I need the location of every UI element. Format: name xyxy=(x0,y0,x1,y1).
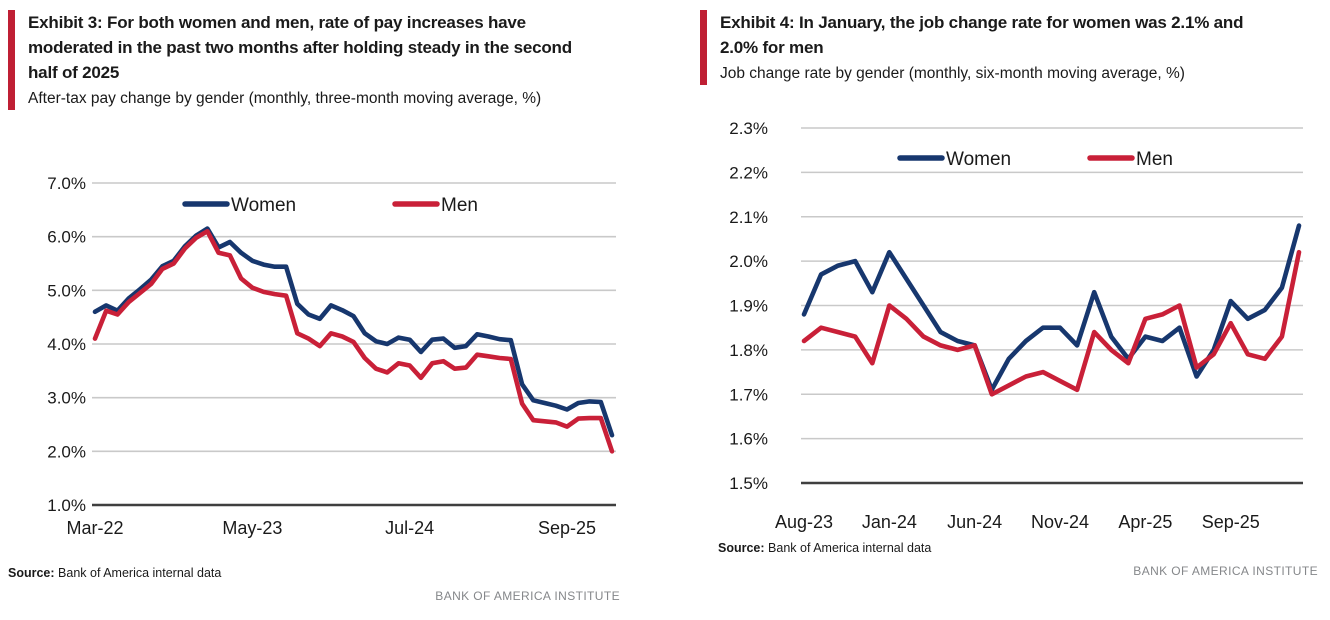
series-line-women xyxy=(92,226,615,438)
x-tick-labels: Mar-22 May-23 Jul-24 Sep-25 xyxy=(66,518,596,538)
y-tick-label: 3.0% xyxy=(47,389,86,408)
y-tick-label: 5.0% xyxy=(47,281,86,300)
y-tick-label: 2.3% xyxy=(729,119,768,138)
exhibit-3-title: Exhibit 3: For both women and men, rate … xyxy=(28,13,572,82)
legend-label-men: Men xyxy=(1136,149,1173,170)
brand-footer: BANK OF AMERICA INSTITUTE xyxy=(1133,564,1318,578)
source-label: Source: xyxy=(8,566,55,580)
y-tick-label: 1.0% xyxy=(47,496,86,515)
y-tick-label: 2.0% xyxy=(729,252,768,271)
x-tick-label: Sep-25 xyxy=(1202,512,1260,532)
x-tick-label: Jun-24 xyxy=(947,512,1002,532)
legend: Women Men xyxy=(897,149,1173,170)
brand-footer: BANK OF AMERICA INSTITUTE xyxy=(435,589,620,603)
x-tick-label: Sep-25 xyxy=(538,518,596,538)
series-line-men xyxy=(801,249,1302,397)
y-tick-label: 1.5% xyxy=(729,474,768,493)
source-note: Source: Bank of America internal data xyxy=(8,566,221,580)
x-tick-label: Jan-24 xyxy=(862,512,917,532)
source-text: Bank of America internal data xyxy=(768,541,932,555)
y-tick-label: 1.8% xyxy=(729,341,768,360)
x-tick-label: Jul-24 xyxy=(385,518,434,538)
y-tick-label: 2.1% xyxy=(729,208,768,227)
source-note: Source: Bank of America internal data xyxy=(718,541,931,555)
legend-label-women: Women xyxy=(946,149,1011,170)
y-tick-label: 7.0% xyxy=(47,174,86,193)
x-tick-label: Nov-24 xyxy=(1031,512,1089,532)
exhibit-4-header: Exhibit 4: In January, the job change ra… xyxy=(700,10,1265,85)
exhibit-3-subtitle: After-tax pay change by gender (monthly,… xyxy=(28,90,542,107)
y-tick-labels: 7.0% 6.0% 5.0% 4.0% 3.0% 2.0% 1.0% xyxy=(47,174,86,515)
job-change-rate-chart: 2.3% 2.2% 2.1% 2.0% 1.9% 1.8% 1.7% 1.6% 1.5% Aug-… xyxy=(729,119,1303,532)
y-tick-labels: 2.3% 2.2% 2.1% 2.0% 1.9% 1.8% 1.7% 1.6% 1.5% xyxy=(729,119,768,493)
source-text: Bank of America internal data xyxy=(58,566,222,580)
y-tick-label: 1.6% xyxy=(729,430,768,449)
exhibit-4-subtitle: Job change rate by gender (monthly, six-… xyxy=(720,65,1185,82)
exhibit-4-title: Exhibit 4: In January, the job change ra… xyxy=(720,13,1244,57)
exhibit-3-panel: Exhibit 3: For both women and men, rate … xyxy=(0,0,660,620)
y-tick-label: 2.2% xyxy=(729,163,768,182)
x-tick-label: May-23 xyxy=(222,518,282,538)
y-tick-label: 1.9% xyxy=(729,297,768,316)
after-tax-pay-change-chart: 7.0% 6.0% 5.0% 4.0% 3.0% 2.0% 1.0% Mar-22 May-23… xyxy=(47,174,616,538)
legend-label-women: Women xyxy=(231,195,296,216)
x-tick-labels: Aug-23 Jan-24 Jun-24 Nov-24 Apr-25 Sep-25 xyxy=(775,512,1260,532)
exhibit-3-header: Exhibit 3: For both women and men, rate … xyxy=(8,10,573,110)
y-gridlines xyxy=(92,182,616,507)
y-tick-label: 4.0% xyxy=(47,335,86,354)
x-tick-label: Aug-23 xyxy=(775,512,833,532)
legend-label-men: Men xyxy=(441,195,478,216)
y-gridlines xyxy=(801,127,1303,485)
y-tick-label: 1.7% xyxy=(729,385,768,404)
x-tick-label: Apr-25 xyxy=(1118,512,1172,532)
series-line-men xyxy=(92,229,615,454)
legend: Women Men xyxy=(182,195,478,216)
exhibit-4-panel: Exhibit 4: In January, the job change ra… xyxy=(690,0,1330,620)
y-tick-label: 6.0% xyxy=(47,228,86,247)
source-label: Source: xyxy=(718,541,765,555)
x-tick-label: Mar-22 xyxy=(66,518,123,538)
y-tick-label: 2.0% xyxy=(47,442,86,461)
series-line-women xyxy=(801,223,1302,393)
